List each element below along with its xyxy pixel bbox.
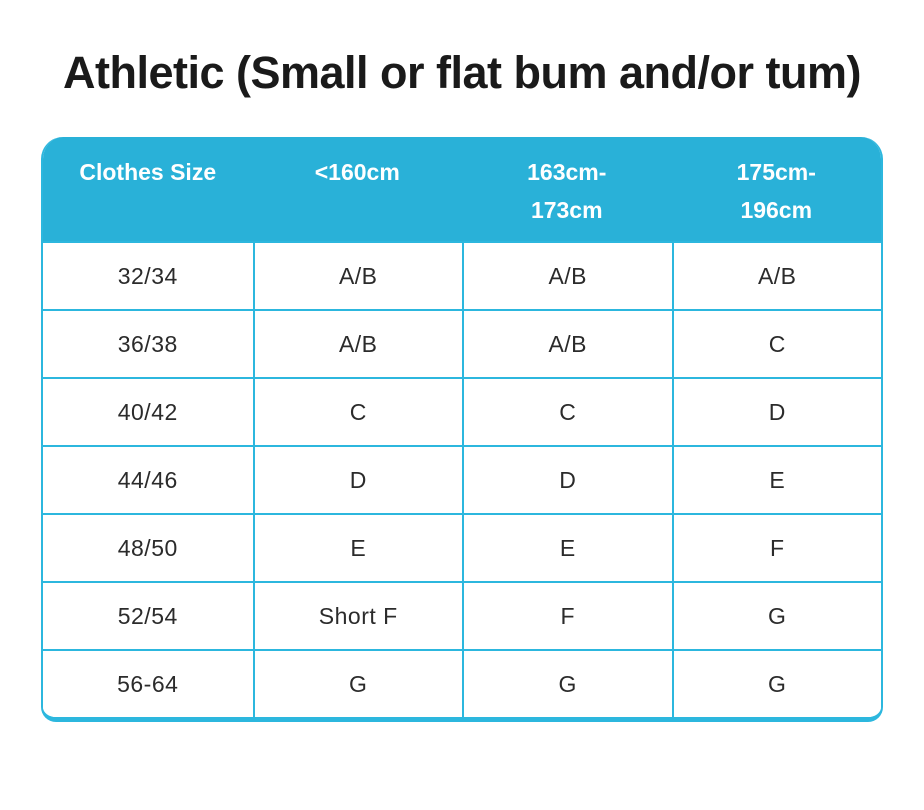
cup-size-cell: A/B xyxy=(252,311,463,377)
table-row: 36/38 A/B A/B C xyxy=(43,309,881,377)
cup-size-cell: A/B xyxy=(462,243,672,309)
cup-size-cell: D xyxy=(252,447,463,513)
table-row: 52/54 Short F F G xyxy=(43,581,881,649)
clothes-size-cell: 48/50 xyxy=(117,534,178,561)
cup-size-cell: G xyxy=(671,651,882,717)
size-table: Clothes Size <160cm 163cm- 173cm 175cm- … xyxy=(41,137,883,722)
table-row: 40/42 C C D xyxy=(43,377,881,445)
cup-size-cell: G xyxy=(462,651,672,717)
cup-size-cell: D xyxy=(462,447,672,513)
cup-size-cell: E xyxy=(252,515,463,581)
table-row: 44/46 D D E xyxy=(43,445,881,513)
column-header-under-160cm: <160cm xyxy=(314,159,400,185)
cup-size-cell: C xyxy=(462,379,672,445)
cup-size-cell: D xyxy=(671,379,882,445)
cup-size-cell: E xyxy=(462,515,672,581)
table-header-row: Clothes Size <160cm 163cm- 173cm 175cm- … xyxy=(43,137,881,241)
cup-size-cell: E xyxy=(671,447,882,513)
cup-size-cell: C xyxy=(671,311,882,377)
cup-size-cell: A/B xyxy=(671,243,882,309)
column-header-clothes-size: Clothes Size xyxy=(79,159,217,185)
clothes-size-cell: 36/38 xyxy=(117,330,178,357)
column-header-163-173cm: 163cm- 173cm xyxy=(527,159,607,223)
cup-size-cell: G xyxy=(671,583,882,649)
cup-size-cell: F xyxy=(462,583,672,649)
clothes-size-cell: 32/34 xyxy=(117,262,178,289)
column-header-175-196cm: 175cm- 196cm xyxy=(736,159,816,223)
cup-size-cell: G xyxy=(252,651,463,717)
clothes-size-cell: 56-64 xyxy=(117,670,179,697)
table-row: 56-64 G G G xyxy=(43,649,881,717)
cup-size-cell: A/B xyxy=(462,311,672,377)
table-body: 32/34 A/B A/B A/B 36/38 A/B A/B C 40/42 … xyxy=(43,241,881,717)
clothes-size-cell: 52/54 xyxy=(117,602,178,629)
table-row: 32/34 A/B A/B A/B xyxy=(43,241,881,309)
cup-size-cell: C xyxy=(252,379,463,445)
cup-size-cell: Short F xyxy=(252,583,463,649)
page-title: Athletic (Small or flat bum and/or tum) xyxy=(62,47,862,98)
clothes-size-cell: 44/46 xyxy=(117,466,178,493)
cup-size-cell: A/B xyxy=(252,243,463,309)
table-row: 48/50 E E F xyxy=(43,513,881,581)
clothes-size-cell: 40/42 xyxy=(117,398,178,425)
cup-size-cell: F xyxy=(671,515,882,581)
